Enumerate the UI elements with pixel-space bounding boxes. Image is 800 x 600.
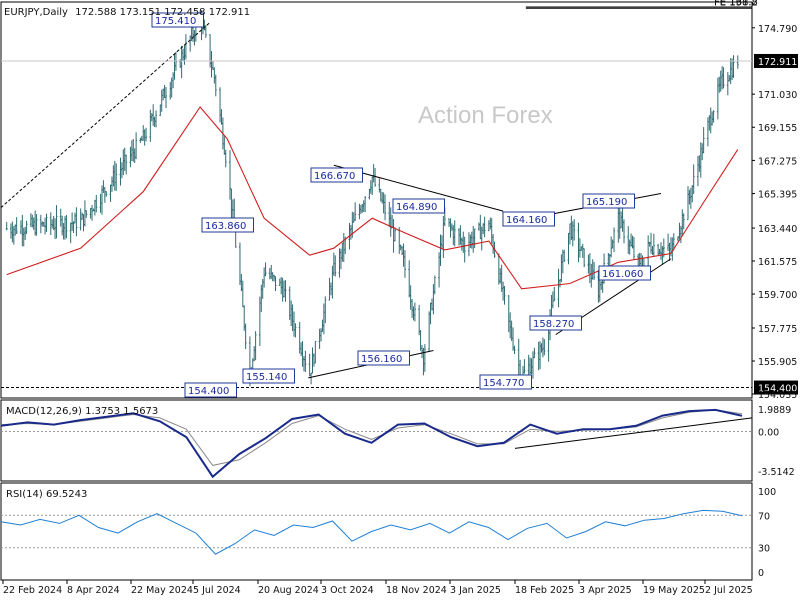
x-tick-label: 3 Jan 2025 [450,585,501,596]
x-tick-label: 18 Feb 2025 [515,585,574,596]
macd-tick-label: 1.9889 [758,405,791,416]
y-tick-label: 157.775 [758,324,797,335]
panes [0,1,753,581]
price-label-box [502,211,555,227]
level-label: 154.400 [758,384,797,395]
price-label-box [598,265,651,281]
rsi-title: RSI(14) 69.5243 [6,489,87,500]
price-label-box [201,217,254,233]
price-label: 163.860 [205,221,246,232]
y-axis: 174.790 172.911 171.030 169.155 167.275 165.3… [1,24,798,401]
y-tick-label: 167.275 [758,156,797,167]
y-tick-label: 174.790 [758,24,797,35]
price-label: 158.270 [533,319,574,330]
y-tick-label: 161.575 [758,257,797,268]
price-label: 154.400 [188,386,229,397]
price-label-box [479,374,532,390]
x-tick-label: 3 Oct 2024 [321,585,374,596]
price-label: 161.060 [602,269,643,280]
price-label: 155.140 [246,372,287,383]
pane-frame-3 [0,482,753,581]
pane-frame-1 [0,1,753,399]
sma-line [6,106,739,290]
pane-frame-2 [0,399,753,482]
current-price-label: 172.911 [758,57,797,68]
price-label: 164.890 [396,202,437,213]
macd-line [0,408,743,479]
price-label-box [582,193,635,209]
price-annotations: 175.410 166.670 164.890 164.160 165.190 163.8… [151,12,651,398]
y-tick-label: 169.155 [758,123,797,134]
y-tick-label: 171.030 [758,90,797,101]
price-label-box [184,382,237,398]
price-candles [5,10,739,387]
trendline-dashed-upper [0,21,211,208]
macd-title: MACD(12,26,9) 1.3753 1.5673 [6,406,158,417]
rsi-line [0,509,743,555]
price-label-box [529,315,582,331]
price-label: 166.670 [314,171,355,182]
macd-tick-label: 0.00 [758,427,779,438]
price-label: 154.770 [483,378,524,389]
x-tick-label: 22 Feb 2024 [3,585,62,596]
y-tick-label: 154.035 [758,390,797,401]
price-label: 175.410 [155,16,196,27]
x-tick-label: 5 Jul 2024 [193,585,241,596]
macd-trendline [514,417,753,449]
chart-title: EURJPY,Daily 172.588 173.151 172.458 172… [4,7,250,18]
x-tick-label: 18 Nov 2024 [386,585,447,596]
x-tick-label: 8 Apr 2024 [67,585,120,596]
fe138-label: FE 138.2 [714,0,758,8]
price-label: 156.160 [361,354,402,365]
y-tick-label: 159.700 [758,290,797,301]
rsi-tick-label: 0 [758,568,764,579]
rsi-tick-label: 30 [758,544,770,555]
y-tick-label: 155.905 [758,357,797,368]
macd-tick-label: -3.5142 [758,467,795,478]
price-label-box [357,350,410,366]
price-label-box [392,198,445,214]
macd-signal-line [0,409,743,466]
fe161-label: FE 161.8 [714,0,758,8]
x-tick-label: 19 May 2025 [643,585,705,596]
rsi-tick-label: 70 [758,511,770,522]
x-tick-label: 3 Apr 2025 [579,585,632,596]
x-tick-label: 22 May 2024 [131,585,193,596]
current-price-box [754,53,798,68]
y-tick-label: 165.395 [758,190,797,201]
y-tick-label: 163.440 [758,224,797,235]
rsi-pane: 100 70 30 0 [0,487,776,579]
rsi-tick-label: 100 [758,487,776,498]
price-label: 165.190 [586,197,627,208]
overlays: FE 138.2FE 161.8 [0,0,758,389]
watermark: Action Forex [418,102,553,129]
price-label: 164.160 [506,215,547,226]
x-tick-label: 2 Jul 2025 [705,585,753,596]
level-box [754,380,798,395]
price-label-box [151,12,204,28]
price-label-box [242,368,295,384]
x-tick-label: 20 Aug 2024 [258,585,319,596]
macd-pane: 1.9889 0.00 -3.5142 [0,405,795,479]
x-axis: 22 Feb 2024 8 Apr 2024 22 May 2024 5 Jul 20… [2,580,753,596]
price-label-box [310,167,363,183]
